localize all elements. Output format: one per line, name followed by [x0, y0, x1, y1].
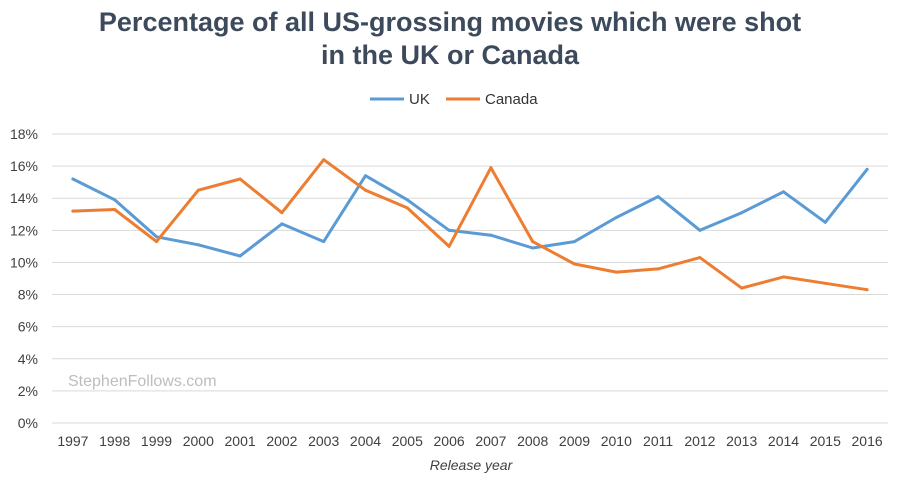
data-point-uk-2013 — [740, 211, 744, 215]
data-point-uk-2010 — [614, 215, 618, 219]
data-point-canada-1998 — [113, 207, 117, 211]
data-point-canada-2008 — [531, 240, 535, 244]
data-point-canada-2016 — [865, 288, 869, 292]
data-point-uk-2011 — [656, 195, 660, 199]
data-point-uk-2015 — [823, 220, 827, 224]
x-tick-label-2006: 2006 — [434, 433, 465, 449]
x-axis-title: Release year — [430, 457, 514, 473]
y-tick-label-18: 18% — [10, 126, 38, 142]
legend: UK Canada — [370, 91, 538, 108]
x-tick-label-2000: 2000 — [183, 433, 214, 449]
data-point-canada-2005 — [405, 206, 409, 210]
x-tick-label-2016: 2016 — [852, 433, 883, 449]
x-tick-label-2001: 2001 — [225, 433, 256, 449]
data-point-uk-1999 — [155, 235, 158, 239]
x-tick-label-2014: 2014 — [768, 433, 799, 449]
data-point-canada-2010 — [614, 270, 618, 274]
y-tick-label-2: 2% — [18, 383, 38, 399]
data-point-uk-1998 — [113, 198, 117, 202]
data-point-canada-2009 — [573, 262, 576, 266]
x-tick-label-2013: 2013 — [726, 433, 757, 449]
data-point-uk-2004 — [364, 174, 367, 178]
data-point-canada-2011 — [656, 267, 660, 271]
data-point-canada-2003 — [322, 158, 326, 162]
x-tick-label-1998: 1998 — [99, 433, 130, 449]
y-tick-label-14: 14% — [10, 190, 38, 206]
y-tick-label-4: 4% — [18, 351, 38, 367]
x-tick-label-2010: 2010 — [601, 433, 632, 449]
data-point-uk-2006 — [447, 228, 451, 232]
x-tick-label-2008: 2008 — [517, 433, 548, 449]
x-tick-label-2004: 2004 — [350, 433, 381, 449]
data-point-canada-2006 — [447, 244, 451, 248]
x-tick-label-2002: 2002 — [266, 433, 297, 449]
data-point-uk-2014 — [782, 190, 785, 194]
y-tick-label-10: 10% — [10, 254, 38, 270]
data-point-canada-2012 — [698, 256, 702, 260]
data-point-canada-2004 — [364, 188, 367, 192]
y-axis-ticks: 0% 2% 4% 6% 8% 10% 12% 14% 16% 18% — [10, 126, 38, 431]
data-point-uk-2007 — [489, 233, 493, 237]
series-lines — [71, 158, 869, 292]
x-tick-label-2009: 2009 — [559, 433, 590, 449]
data-point-canada-1997 — [71, 209, 75, 213]
data-point-canada-2007 — [489, 166, 493, 170]
y-tick-label-8: 8% — [18, 287, 38, 303]
chart-title-line-2: in the UK or Canada — [321, 40, 580, 70]
data-point-uk-2005 — [405, 198, 409, 202]
data-point-uk-1997 — [71, 177, 75, 181]
data-point-uk-2000 — [196, 243, 200, 247]
data-point-uk-2009 — [573, 240, 576, 244]
x-tick-label-2015: 2015 — [810, 433, 841, 449]
data-point-canada-2015 — [823, 281, 827, 285]
data-point-canada-1999 — [155, 240, 158, 244]
x-tick-label-1997: 1997 — [57, 433, 88, 449]
data-point-uk-2008 — [531, 246, 535, 250]
legend-label-uk: UK — [409, 91, 430, 108]
data-point-canada-2001 — [238, 177, 242, 181]
x-axis-ticks: 1997 1998 1999 2000 2001 2002 2003 2004 2005 2006… — [57, 433, 883, 449]
data-point-canada-2013 — [740, 286, 744, 290]
y-tick-label-0: 0% — [18, 415, 38, 431]
series-line-canada — [71, 158, 869, 292]
chart-title-line-1: Percentage of all US-grossing movies whi… — [99, 7, 801, 37]
y-tick-label-12: 12% — [10, 222, 38, 238]
x-tick-label-1999: 1999 — [141, 433, 172, 449]
x-tick-label-2011: 2011 — [643, 433, 673, 449]
data-point-uk-2003 — [322, 240, 326, 244]
watermark-text: StephenFollows.com — [68, 373, 217, 390]
x-tick-label-2012: 2012 — [684, 433, 715, 449]
x-tick-label-2005: 2005 — [392, 433, 423, 449]
x-tick-label-2007: 2007 — [475, 433, 506, 449]
data-point-canada-2000 — [196, 188, 200, 192]
legend-label-canada: Canada — [485, 91, 538, 108]
data-point-uk-2002 — [280, 222, 284, 226]
y-tick-label-6: 6% — [18, 319, 38, 335]
gridlines — [52, 133, 888, 424]
data-point-uk-2016 — [865, 167, 869, 171]
data-point-canada-2002 — [280, 211, 284, 215]
data-point-uk-2001 — [238, 254, 242, 258]
y-tick-label-16: 16% — [10, 158, 38, 174]
series-line-uk — [71, 167, 869, 258]
data-point-canada-2014 — [782, 275, 785, 279]
x-tick-label-2003: 2003 — [308, 433, 339, 449]
data-point-uk-2012 — [698, 228, 702, 232]
